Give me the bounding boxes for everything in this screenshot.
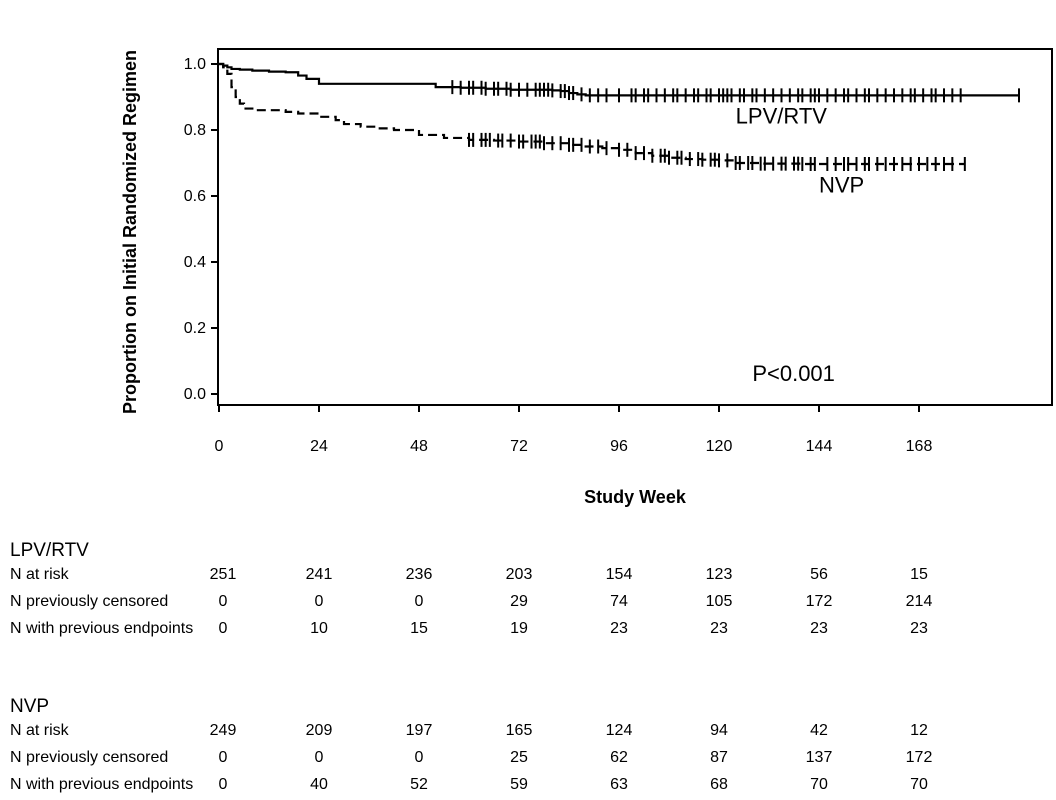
risk-cell: 0 xyxy=(218,776,228,793)
risk-cell: 209 xyxy=(305,722,333,739)
curve-label: NVP xyxy=(819,173,864,198)
risk-cell: 94 xyxy=(710,722,728,739)
risk-row-label: N at risk xyxy=(10,722,69,739)
plot-frame xyxy=(217,48,1053,406)
x-tick-label: 24 xyxy=(310,438,328,455)
risk-cell: 124 xyxy=(605,722,633,739)
risk-cell: 56 xyxy=(810,566,828,583)
risk-row-label: N previously censored xyxy=(10,749,169,766)
risk-row-label: N at risk xyxy=(10,566,69,583)
y-tick-label: 0.4 xyxy=(184,254,206,271)
x-tick-label: 144 xyxy=(806,438,833,455)
risk-cell: 25 xyxy=(510,749,528,766)
risk-cell: 0 xyxy=(218,593,228,610)
risk-group-title: NVP xyxy=(10,696,50,717)
x-tick-label: 48 xyxy=(410,438,428,455)
risk-cell: 241 xyxy=(305,566,333,583)
survival-curves xyxy=(219,62,1020,171)
curve-labels: LPV/RTV NVP P<0.001 xyxy=(736,103,865,385)
risk-cell: 15 xyxy=(410,620,428,637)
y-axis-ticks: 0.0 0.2 0.4 0.6 0.8 1.0 xyxy=(184,56,218,403)
y-tick-label: 0.0 xyxy=(184,386,206,403)
risk-cell: 10 xyxy=(310,620,328,637)
risk-cell: 172 xyxy=(905,749,933,766)
risk-cell: 123 xyxy=(705,566,733,583)
series-line-nvp xyxy=(219,62,965,166)
risk-cell: 23 xyxy=(710,620,728,637)
x-tick-label: 72 xyxy=(510,438,528,455)
risk-cell: 0 xyxy=(414,593,424,610)
curve-label: LPV/RTV xyxy=(736,103,828,128)
y-tick-label: 0.6 xyxy=(184,188,206,205)
risk-cell: 251 xyxy=(209,566,237,583)
risk-cell: 15 xyxy=(910,566,928,583)
risk-cell: 74 xyxy=(610,593,628,610)
x-axis-ticks: 0 24 48 72 96 120 144 168 xyxy=(215,405,933,455)
risk-row-label: N with previous endpoints xyxy=(10,620,194,637)
risk-cell: 214 xyxy=(905,593,933,610)
y-tick-label: 0.2 xyxy=(184,320,206,337)
risk-cell: 172 xyxy=(805,593,833,610)
x-tick-label: 168 xyxy=(906,438,933,455)
km-chart: 0.0 0.2 0.4 0.6 0.8 1.0 0 24 48 72 96 120 144 168 LP… xyxy=(120,48,1053,507)
risk-cell: 19 xyxy=(510,620,528,637)
risk-cell: 137 xyxy=(805,749,833,766)
risk-cell: 0 xyxy=(314,749,324,766)
risk-cell: 42 xyxy=(810,722,828,739)
risk-cell: 23 xyxy=(910,620,928,637)
risk-cell: 23 xyxy=(610,620,628,637)
y-tick-label: 1.0 xyxy=(184,56,206,73)
x-axis-title: Study Week xyxy=(584,487,687,507)
risk-cell: 105 xyxy=(705,593,733,610)
risk-cell: 0 xyxy=(414,749,424,766)
y-tick-label: 0.8 xyxy=(184,122,206,139)
risk-cell: 249 xyxy=(209,722,237,739)
risk-group-title: LPV/RTV xyxy=(10,540,89,561)
risk-cell: 59 xyxy=(510,776,528,793)
risk-row-label: N with previous endpoints xyxy=(10,776,194,793)
risk-cell: 52 xyxy=(410,776,428,793)
risk-cell: 62 xyxy=(610,749,628,766)
risk-cell: 63 xyxy=(610,776,628,793)
risk-cell: 203 xyxy=(505,566,533,583)
risk-cell: 29 xyxy=(510,593,528,610)
risk-cell: 0 xyxy=(218,620,228,637)
x-tick-label: 120 xyxy=(706,438,733,455)
risk-cell: 12 xyxy=(910,722,928,739)
risk-cell: 68 xyxy=(710,776,728,793)
y-axis-title: Proportion on Initial Randomized Regimen xyxy=(120,50,140,414)
risk-cell: 154 xyxy=(605,566,633,583)
risk-cell: 70 xyxy=(810,776,828,793)
risk-cell: 197 xyxy=(405,722,433,739)
risk-row-label: N previously censored xyxy=(10,593,169,610)
x-tick-label: 0 xyxy=(215,438,224,455)
x-tick-label: 96 xyxy=(610,438,628,455)
risk-cell: 165 xyxy=(505,722,533,739)
risk-cell: 23 xyxy=(810,620,828,637)
risk-cell: 0 xyxy=(314,593,324,610)
risk-cell: 87 xyxy=(710,749,728,766)
risk-cell: 0 xyxy=(218,749,228,766)
p-value-annotation: P<0.001 xyxy=(752,361,835,386)
risk-cell: 40 xyxy=(310,776,328,793)
risk-cell: 236 xyxy=(405,566,433,583)
risk-cell: 70 xyxy=(910,776,928,793)
